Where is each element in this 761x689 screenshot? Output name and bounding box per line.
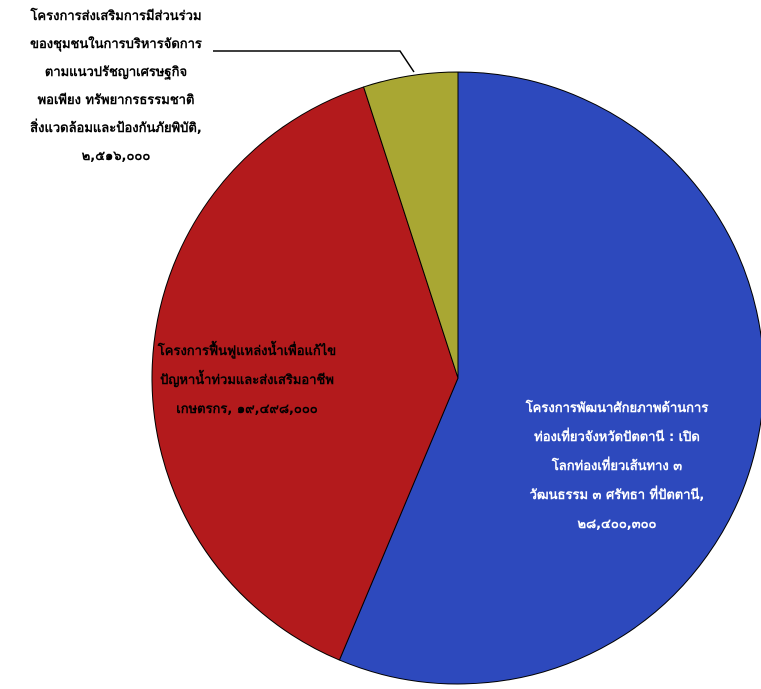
pie-slice bbox=[151, 86, 459, 661]
leader-lines bbox=[213, 50, 415, 73]
slice-label: โครงการส่งเสริมการมีส่วนร่วมของชุมชนในกา… bbox=[29, 7, 201, 164]
slice-label-line: ๒,๕๑๖,๐๐๐ bbox=[82, 149, 151, 164]
leader-line bbox=[213, 50, 415, 73]
slice-label-line: ปัญหาน้ำท่วมและส่งเสริมอาชีพ bbox=[160, 369, 334, 388]
pie-slices bbox=[151, 71, 761, 685]
pie-slice bbox=[362, 71, 459, 379]
slice-label-line: ตามแนวปรัชญาเศรษฐกิจ bbox=[45, 65, 187, 81]
slice-label-line: ๒๘,๔๐๐,๓๐๐ bbox=[578, 517, 657, 532]
slice-label: โครงการพัฒนาศักยภาพด้านการท่องเที่ยวจังห… bbox=[525, 399, 709, 532]
slice-label-line: โครงการส่งเสริมการมีส่วนร่วม bbox=[29, 7, 201, 24]
slice-label-line: ของชุมชนในการบริหารจัดการ bbox=[30, 35, 202, 52]
slice-label-line: โครงการฟื้นฟูแหล่งน้ำเพื่อแก้ไข bbox=[157, 340, 336, 359]
slice-label-line: พอเพียง ทรัพยากรธรรมชาติ bbox=[38, 92, 195, 108]
slice-label: โครงการฟื้นฟูแหล่งน้ำเพื่อแก้ไขปัญหาน้ำท… bbox=[157, 340, 336, 417]
slice-label-line: วัฒนธรรม ๓ ศรัทธา ที่ปัตตานี, bbox=[530, 485, 705, 503]
slice-labels: โครงการพัฒนาศักยภาพด้านการท่องเที่ยวจังห… bbox=[29, 7, 708, 532]
slice-label-line: สิ่งแวดล้อมและป้องกันภัยพิบัติ, bbox=[30, 118, 202, 136]
slice-label-line: โครงการพัฒนาศักยภาพด้านการ bbox=[525, 399, 709, 416]
slice-label-line: โลกท่องเที่ยวเส้นทาง ๓ bbox=[551, 456, 682, 474]
pie-slice bbox=[338, 71, 761, 685]
slice-label-line: ท่องเที่ยวจังหวัดปัตตานี : เปิด bbox=[534, 427, 700, 445]
slice-label-line: เกษตรกร, ๑๙,๔๙๘,๐๐๐ bbox=[176, 402, 318, 417]
